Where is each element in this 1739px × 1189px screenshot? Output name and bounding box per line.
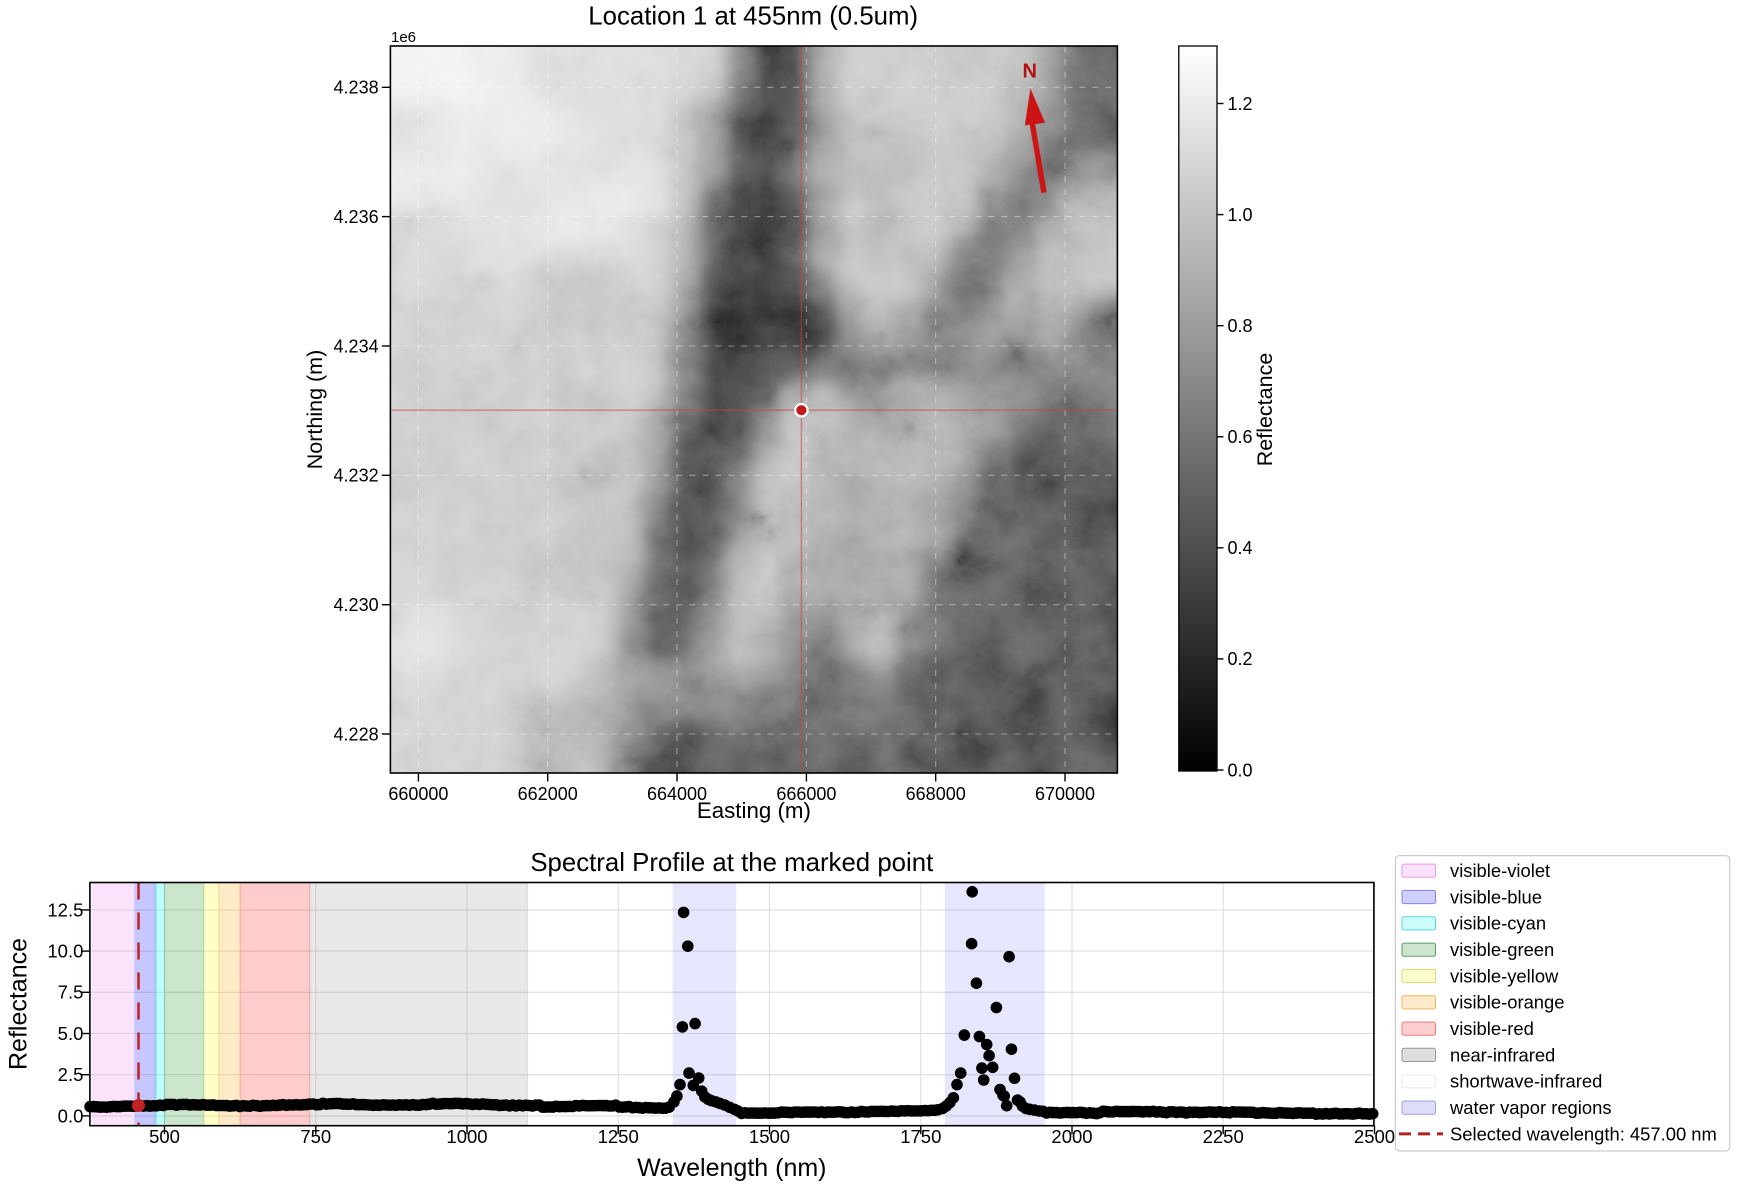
svg-text:visible-yellow: visible-yellow xyxy=(1450,965,1559,986)
svg-text:Reflectance: Reflectance xyxy=(5,938,33,1070)
svg-text:0.8: 0.8 xyxy=(1228,316,1253,336)
svg-text:4.236: 4.236 xyxy=(334,207,379,227)
svg-text:1.0: 1.0 xyxy=(1228,205,1253,225)
svg-text:1500: 1500 xyxy=(749,1126,790,1147)
svg-text:660000: 660000 xyxy=(388,784,448,804)
svg-text:shortwave-infrared: shortwave-infrared xyxy=(1450,1071,1602,1092)
svg-text:0.4: 0.4 xyxy=(1228,538,1253,558)
svg-text:Northing (m): Northing (m) xyxy=(303,350,327,469)
svg-text:Selected wavelength: 457.00 nm: Selected wavelength: 457.00 nm xyxy=(1450,1123,1717,1144)
svg-text:662000: 662000 xyxy=(518,784,578,804)
svg-text:5.0: 5.0 xyxy=(58,1023,84,1044)
svg-text:Easting (m): Easting (m) xyxy=(697,798,811,823)
svg-text:1e6: 1e6 xyxy=(391,29,416,46)
svg-text:664000: 664000 xyxy=(647,784,707,804)
svg-text:2000: 2000 xyxy=(1051,1126,1092,1147)
svg-text:4.230: 4.230 xyxy=(334,595,379,615)
svg-text:4.234: 4.234 xyxy=(334,336,379,356)
svg-text:12.5: 12.5 xyxy=(47,899,83,920)
svg-text:750: 750 xyxy=(300,1126,331,1147)
svg-text:500: 500 xyxy=(149,1126,180,1147)
svg-text:water vapor regions: water vapor regions xyxy=(1449,1097,1612,1118)
svg-text:2500: 2500 xyxy=(1354,1126,1395,1147)
svg-text:1.2: 1.2 xyxy=(1228,94,1253,114)
svg-text:1250: 1250 xyxy=(598,1126,639,1147)
svg-text:4.228: 4.228 xyxy=(334,724,379,744)
svg-text:2250: 2250 xyxy=(1203,1126,1244,1147)
svg-text:666000: 666000 xyxy=(776,784,836,804)
svg-text:0.2: 0.2 xyxy=(1228,649,1253,669)
svg-text:visible-red: visible-red xyxy=(1450,1018,1534,1039)
svg-text:0.6: 0.6 xyxy=(1228,427,1253,447)
svg-text:Reflectance: Reflectance xyxy=(1253,353,1277,467)
svg-text:near-infrared: near-infrared xyxy=(1450,1044,1555,1065)
svg-text:7.5: 7.5 xyxy=(58,982,84,1003)
svg-text:0.0: 0.0 xyxy=(1228,760,1253,780)
svg-text:N: N xyxy=(1022,61,1036,83)
svg-text:2.5: 2.5 xyxy=(58,1064,84,1085)
svg-text:10.0: 10.0 xyxy=(47,941,83,962)
svg-text:0.0: 0.0 xyxy=(58,1105,84,1126)
svg-text:1750: 1750 xyxy=(900,1126,941,1147)
svg-text:visible-orange: visible-orange xyxy=(1450,992,1565,1013)
svg-text:Spectral Profile at the marked: Spectral Profile at the marked point xyxy=(530,849,933,877)
svg-text:Wavelength (nm): Wavelength (nm) xyxy=(637,1154,826,1182)
svg-text:4.238: 4.238 xyxy=(334,78,379,98)
svg-text:visible-blue: visible-blue xyxy=(1450,886,1542,907)
svg-text:1000: 1000 xyxy=(446,1126,487,1147)
svg-text:visible-violet: visible-violet xyxy=(1450,860,1550,881)
svg-text:Location 1 at 455nm (0.5um): Location 1 at 455nm (0.5um) xyxy=(588,3,918,31)
svg-text:visible-cyan: visible-cyan xyxy=(1450,913,1546,934)
svg-text:4.232: 4.232 xyxy=(334,466,379,486)
svg-text:670000: 670000 xyxy=(1035,784,1095,804)
svg-text:668000: 668000 xyxy=(906,784,966,804)
svg-text:visible-green: visible-green xyxy=(1450,939,1554,960)
